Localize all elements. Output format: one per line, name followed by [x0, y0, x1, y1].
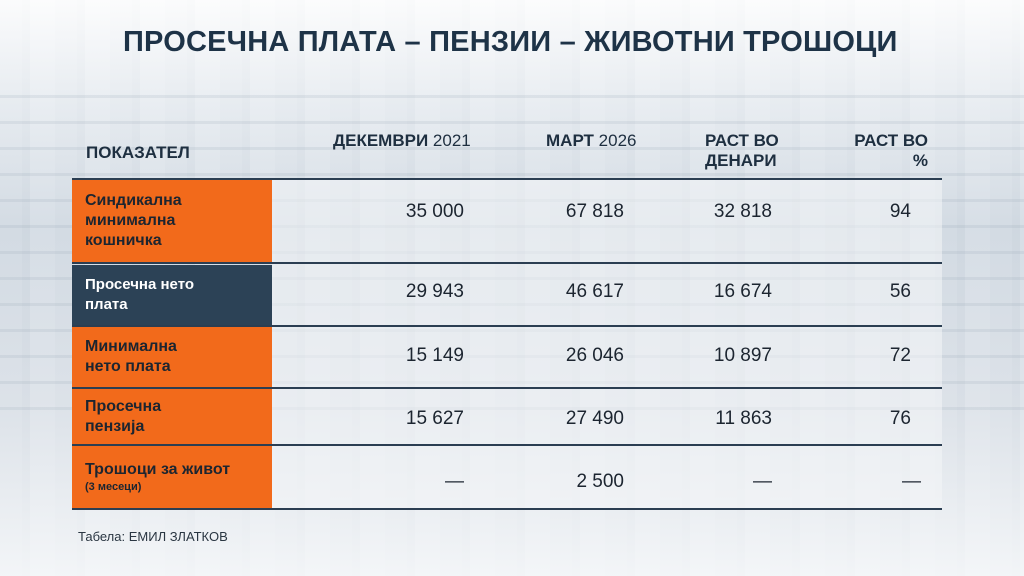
- table-divider: [72, 325, 942, 327]
- cell-mar2026: 27 490: [565, 408, 624, 429]
- row-label-avg-net-salary: Просечна нето плата: [72, 265, 272, 325]
- cell-dec2021: 15 627: [405, 408, 464, 429]
- row-label-line: кошничка: [85, 232, 162, 249]
- row-label-line: Синдикална: [85, 192, 182, 209]
- table-divider: [72, 262, 942, 264]
- cell-growth-denars: 32 818: [713, 201, 772, 222]
- cell-dec2021: 35 000: [405, 201, 464, 222]
- cell-growth-denars: —: [753, 471, 772, 492]
- header-growth-denars-line1: РАСТ ВО: [705, 131, 779, 150]
- row-label-line: минимална: [85, 212, 176, 229]
- table-divider: [72, 508, 942, 510]
- row-label-living-costs: Трошоци за живот (3 месеци): [72, 446, 272, 508]
- cell-growth-percent: 56: [889, 281, 911, 302]
- cell-growth-denars: 16 674: [713, 281, 772, 302]
- row-label-line: нето плата: [85, 358, 171, 375]
- cell-mar2026: 2 500: [576, 471, 624, 492]
- header-mar2026-month: МАРТ: [546, 131, 594, 150]
- cell-dec2021: 29 943: [405, 281, 464, 302]
- row-label-line: пензија: [85, 417, 145, 435]
- row-label-line: плата: [85, 296, 128, 313]
- header-growth-percent-line2: %: [912, 151, 928, 170]
- header-growth-percent: РАСТ ВО %: [852, 131, 928, 171]
- cell-mar2026: 26 046: [565, 345, 624, 366]
- cell-mar2026: 67 818: [565, 201, 624, 222]
- header-growth-denars: РАСТ ВО ДЕНАРИ: [705, 131, 779, 171]
- header-dec2021-year: 2021: [432, 131, 471, 150]
- header-growth-percent-line1: РАСТ ВО: [854, 131, 928, 150]
- row-label-line: Просечна нето: [85, 276, 195, 293]
- table-divider: [72, 387, 942, 389]
- cell-dec2021: —: [445, 471, 464, 492]
- header-mar2026: МАРТ 2026: [546, 131, 637, 151]
- row-label-avg-pension: Просечна пензија: [72, 389, 272, 444]
- row-label-union-basket: Синдикална минимална кошничка: [72, 180, 272, 262]
- cell-growth-denars: 11 863: [715, 408, 772, 429]
- row-label-line: Просечна: [85, 397, 162, 415]
- cell-growth-percent: 76: [889, 408, 911, 429]
- page-title: ПРОСЕЧНА ПЛАТА – ПЕНЗИИ – ЖИВОТНИ ТРОШОЦ…: [123, 26, 898, 58]
- row-label-subtext: (3 месеци): [85, 481, 142, 493]
- cell-growth-denars: 10 897: [713, 345, 772, 366]
- cell-mar2026: 46 617: [565, 281, 624, 302]
- cell-growth-percent: —: [902, 471, 921, 492]
- header-growth-denars-line2: ДЕНАРИ: [705, 151, 777, 170]
- row-label-line: Минимална: [85, 338, 177, 355]
- row-label-line: Трошоци за живот: [85, 461, 231, 478]
- header-mar2026-year: 2026: [598, 131, 637, 150]
- header-indicator: ПОКАЗАТЕЛ: [86, 143, 190, 162]
- cell-growth-percent: 72: [889, 345, 911, 366]
- table-credit: Табела: ЕМИЛ ЗЛАТКОВ: [78, 529, 228, 544]
- row-label-min-net-salary: Минимална нето плата: [72, 327, 272, 387]
- table-body-panel: [272, 178, 942, 510]
- header-dec2021: ДЕКЕМВРИ 2021: [333, 131, 471, 151]
- cell-growth-percent: 94: [889, 201, 911, 222]
- header-dec2021-month: ДЕКЕМВРИ: [333, 131, 429, 150]
- table-divider: [72, 444, 942, 446]
- cell-dec2021: 15 149: [405, 345, 464, 366]
- table-divider: [72, 178, 942, 180]
